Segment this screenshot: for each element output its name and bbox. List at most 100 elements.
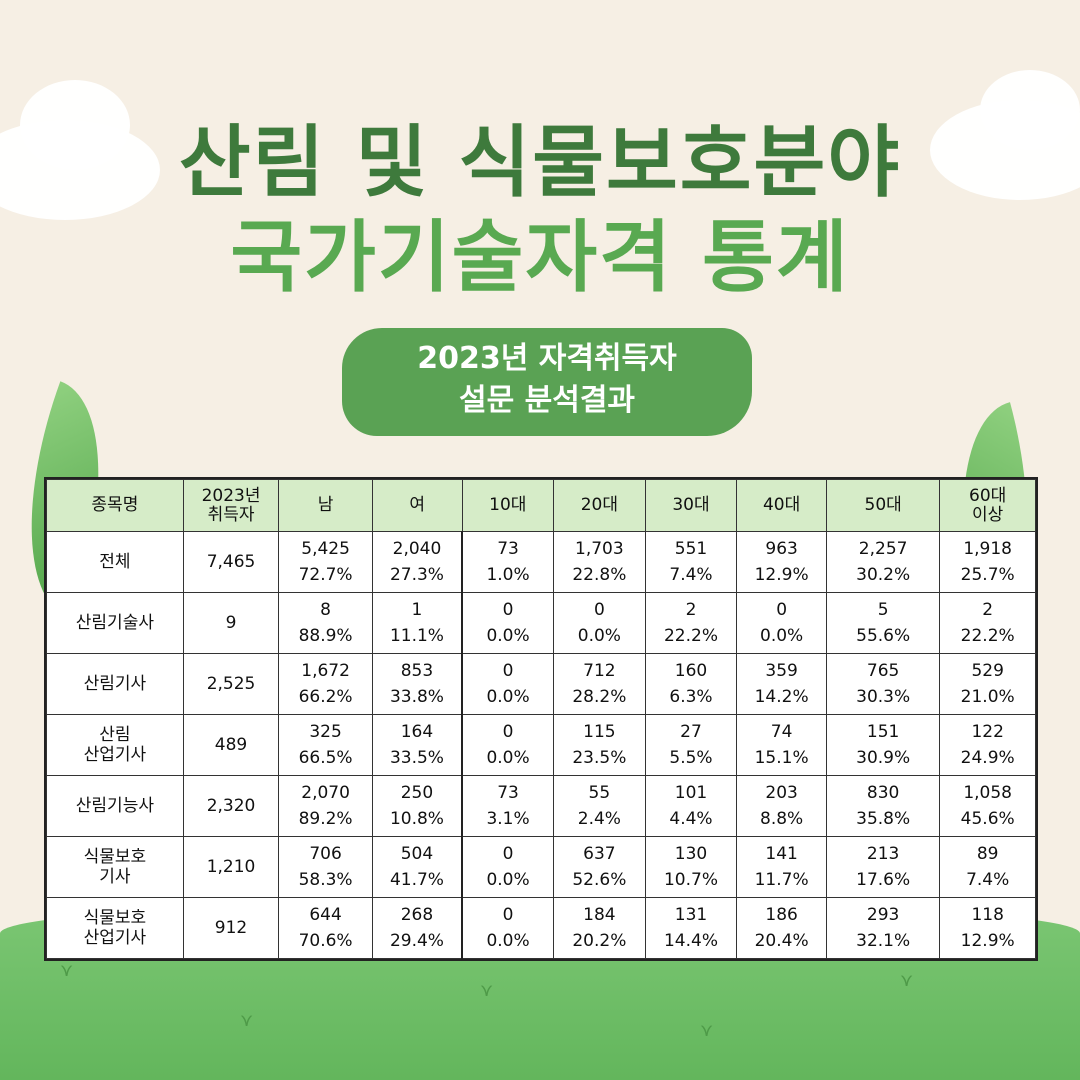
data-cell: 213 17.6%: [825, 836, 941, 898]
cell-count: 101: [674, 783, 708, 803]
cell-count: 0: [502, 600, 514, 620]
cell-percent: 33.5%: [389, 748, 444, 768]
column-header: 10대: [461, 479, 555, 532]
cell-percent: 5.5%: [669, 748, 713, 768]
row-total: 2,525: [182, 653, 280, 715]
cell-percent: 24.9%: [960, 748, 1015, 768]
cell-count: 55: [588, 783, 611, 803]
cell-percent: 0.0%: [486, 626, 530, 646]
cell-count: 5,425: [301, 539, 350, 559]
cell-count: 963: [765, 539, 798, 559]
data-cell: 706 58.3%: [278, 836, 373, 898]
column-header: 종목명: [46, 479, 184, 532]
data-cell: 74 15.1%: [736, 714, 827, 776]
data-cell: 853 33.8%: [371, 653, 463, 715]
data-cell: 712 28.2%: [553, 653, 646, 715]
cell-percent: 3.1%: [486, 809, 530, 829]
column-header: 20대: [553, 479, 646, 532]
cell-percent: 21.0%: [960, 687, 1015, 707]
cell-count: 73: [497, 783, 519, 803]
table-row: 전체 7,465 5,425 72.7% 2,040 27.3% 73 1.0% 1,703 22…: [46, 531, 1036, 593]
data-cell: 1,703 22.8%: [553, 531, 646, 593]
cell-percent: 66.2%: [298, 687, 353, 707]
cell-percent: 22.8%: [572, 565, 627, 585]
cell-count: 1,703: [575, 539, 624, 559]
badge-line2: 설문 분석결과: [458, 383, 636, 418]
data-cell: 118 12.9%: [939, 897, 1036, 959]
cloud-right-puff: [980, 70, 1080, 150]
column-header: 50대: [825, 479, 941, 532]
data-cell: 637 52.6%: [553, 836, 646, 898]
data-cell: 2,040 27.3%: [371, 531, 463, 593]
cell-percent: 14.4%: [663, 931, 718, 951]
cloud-left-puff: [20, 80, 130, 170]
cell-count: 131: [674, 905, 708, 925]
cell-percent: 11.1%: [389, 626, 444, 646]
cell-count: 637: [583, 844, 616, 864]
data-cell: 5 55.6%: [825, 592, 941, 654]
cell-percent: 0.0%: [486, 870, 530, 890]
cell-percent: 10.8%: [389, 809, 444, 829]
cell-percent: 14.2%: [754, 687, 809, 707]
cell-count: 2,040: [392, 539, 442, 559]
cell-percent: 7.4%: [966, 870, 1010, 890]
column-header: 40대: [736, 479, 827, 532]
cell-count: 151: [866, 722, 900, 742]
cell-count: 130: [674, 844, 708, 864]
cell-count: 359: [765, 661, 798, 681]
cell-count: 0: [502, 905, 514, 925]
cell-count: 5: [877, 600, 889, 620]
cell-percent: 72.7%: [298, 565, 353, 585]
data-cell: 164 33.5%: [371, 714, 463, 776]
cell-count: 186: [765, 905, 798, 925]
cell-count: 1: [411, 600, 423, 620]
cell-count: 504: [400, 844, 434, 864]
cell-count: 830: [866, 783, 900, 803]
statistics-table: 종목명 2023년 취득자 남 여 10대 20대 30대 40대 50대 60대 이상 전체 7,46…: [44, 477, 1038, 961]
data-cell: 101 4.4%: [644, 775, 738, 837]
data-cell: 1 11.1%: [371, 592, 463, 654]
data-cell: 55 2.4%: [553, 775, 646, 837]
data-cell: 2 22.2%: [939, 592, 1036, 654]
column-header: 여: [371, 479, 463, 532]
cell-count: 27: [680, 722, 702, 742]
cell-percent: 30.2%: [856, 565, 911, 585]
cell-count: 73: [497, 539, 519, 559]
cell-percent: 29.4%: [389, 931, 444, 951]
cell-percent: 17.6%: [856, 870, 911, 890]
cell-count: 115: [583, 722, 616, 742]
cell-percent: 8.8%: [760, 809, 804, 829]
cell-percent: 70.6%: [298, 931, 353, 951]
cell-percent: 25.7%: [960, 565, 1015, 585]
column-header: 60대 이상: [939, 479, 1036, 532]
data-cell: 8 88.9%: [278, 592, 373, 654]
cell-percent: 1.0%: [486, 565, 530, 585]
row-total: 7,465: [182, 531, 280, 593]
row-total: 912: [182, 897, 280, 959]
cell-percent: 89.2%: [298, 809, 353, 829]
table-row: 산림기능사 2,320 2,070 89.2% 250 10.8% 73 3.1% 55 2.4%…: [46, 775, 1036, 837]
row-name: 식물보호 기사: [46, 836, 184, 898]
data-cell: 151 30.9%: [825, 714, 941, 776]
data-cell: 73 3.1%: [461, 775, 555, 837]
cell-count: 122: [971, 722, 1004, 742]
cell-count: 325: [309, 722, 342, 742]
data-cell: 1,058 45.6%: [939, 775, 1036, 837]
data-cell: 0 0.0%: [461, 897, 555, 959]
cell-percent: 20.4%: [754, 931, 809, 951]
cell-count: 529: [971, 661, 1004, 681]
data-cell: 268 29.4%: [371, 897, 463, 959]
cell-percent: 33.8%: [389, 687, 444, 707]
row-total: 9: [182, 592, 280, 654]
cell-count: 644: [309, 905, 342, 925]
data-cell: 963 12.9%: [736, 531, 827, 593]
cell-count: 0: [502, 661, 514, 681]
data-cell: 359 14.2%: [736, 653, 827, 715]
cell-percent: 7.4%: [669, 565, 713, 585]
page-title-line2: 국가기술자격 통계: [230, 213, 850, 303]
row-name: 산림 산업기사: [46, 714, 184, 776]
badge-line1: 2023년 자격취득자: [417, 341, 677, 376]
data-cell: 203 8.8%: [736, 775, 827, 837]
cell-percent: 6.3%: [669, 687, 713, 707]
data-cell: 293 32.1%: [825, 897, 941, 959]
